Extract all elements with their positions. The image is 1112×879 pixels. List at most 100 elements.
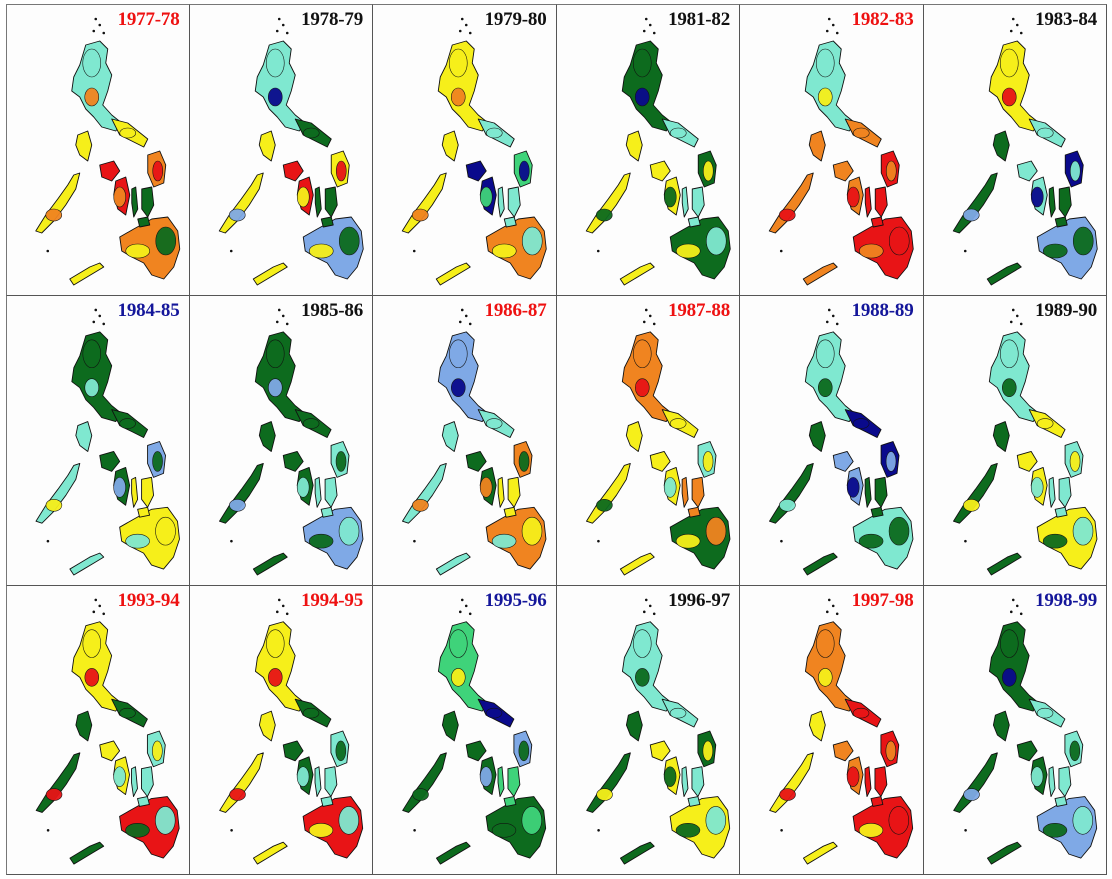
island-mindoro xyxy=(441,421,459,452)
islet-dot xyxy=(648,604,652,608)
anomaly-contour xyxy=(669,418,686,429)
island-palawan xyxy=(35,462,81,524)
anomaly-contour xyxy=(479,477,493,498)
map-grid: 1977-78 1978-79 1979-80 1981-82 1982-83 1983-… xyxy=(6,4,1107,875)
island-mindoro xyxy=(258,130,276,162)
island-cebu xyxy=(497,186,505,218)
philippines-map xyxy=(769,308,914,576)
island-leyte xyxy=(1058,186,1072,218)
anomaly-contour xyxy=(1069,451,1080,472)
anomaly-contour xyxy=(669,127,687,139)
anomaly-contour xyxy=(335,451,346,472)
anomaly-contour xyxy=(228,208,246,222)
island-bohol xyxy=(687,796,700,807)
year-label: 1986-87 xyxy=(484,300,547,321)
map-panel-1997-98: 1997-98 xyxy=(740,586,924,875)
islet-dot xyxy=(596,829,600,832)
anomaly-contour xyxy=(335,160,347,182)
anomaly-contour xyxy=(308,533,333,549)
islet-dot xyxy=(468,322,472,326)
island-panay xyxy=(832,160,854,182)
islet-dot xyxy=(464,23,468,27)
anomaly-contour xyxy=(885,740,897,762)
island-leyte xyxy=(323,766,337,797)
island-leyte xyxy=(691,476,705,508)
island-mindoro xyxy=(808,421,826,452)
anomaly-contour xyxy=(632,629,652,658)
islet-dot xyxy=(648,314,652,318)
islet-dot xyxy=(285,322,289,326)
anomaly-contour xyxy=(479,766,493,787)
map-panel-1987-88: 1987-88 xyxy=(556,296,740,586)
anomaly-contour xyxy=(858,823,884,838)
islet-dot xyxy=(835,322,839,326)
anomaly-contour xyxy=(521,516,543,546)
philippines-map xyxy=(585,308,730,576)
anomaly-contour xyxy=(265,629,285,658)
anomaly-contour xyxy=(846,186,860,208)
anomaly-contour xyxy=(125,823,150,838)
anomaly-contour xyxy=(450,87,466,107)
island-sulu xyxy=(619,841,655,865)
islet-dot xyxy=(460,17,464,21)
islet-dot xyxy=(1009,610,1013,614)
island-sulu xyxy=(69,262,105,286)
island-mindoro xyxy=(808,710,826,742)
islet-dot xyxy=(281,23,285,27)
islet-dot xyxy=(1015,604,1019,608)
island-mindoro xyxy=(992,421,1010,452)
islet-dot xyxy=(412,249,416,253)
island-panay xyxy=(649,451,671,472)
island-cebu xyxy=(864,186,872,218)
island-sulu xyxy=(252,552,288,576)
anomaly-contour xyxy=(338,806,359,835)
islet-dot xyxy=(779,249,783,253)
islet-dot xyxy=(92,610,96,614)
anomaly-contour xyxy=(308,823,333,838)
anomaly-contour xyxy=(265,48,285,78)
philippines-map xyxy=(952,598,1097,865)
year-label: 1987-88 xyxy=(668,300,730,321)
islet-dot xyxy=(458,320,462,324)
island-cebu xyxy=(497,766,505,797)
islet-dot xyxy=(464,314,468,318)
anomaly-contour xyxy=(1001,378,1017,397)
island-palawan xyxy=(952,462,998,524)
island-sulu xyxy=(986,841,1022,865)
island-palawan xyxy=(402,462,447,524)
islet-dot xyxy=(831,23,835,27)
islet-dot xyxy=(464,604,468,608)
island-palawan xyxy=(35,752,81,813)
island-bohol xyxy=(687,506,701,518)
anomaly-contour xyxy=(778,208,796,222)
year-label: 1997-98 xyxy=(851,590,914,611)
islet-dot xyxy=(652,612,655,616)
islet-dot xyxy=(1015,314,1019,318)
islet-dot xyxy=(644,17,648,21)
islet-dot xyxy=(780,829,783,832)
island-cebu xyxy=(314,766,321,797)
anomaly-contour xyxy=(491,533,517,549)
anomaly-contour xyxy=(82,629,102,658)
island-palawan xyxy=(218,752,264,813)
anomaly-contour xyxy=(485,127,503,139)
anomaly-contour xyxy=(595,208,613,222)
year-label: 1983-84 xyxy=(1035,9,1097,30)
anomaly-contour xyxy=(852,127,870,139)
island-panay xyxy=(465,451,487,472)
year-label: 1979-80 xyxy=(484,9,547,30)
island-bohol xyxy=(137,216,151,228)
island-leyte xyxy=(141,476,155,508)
anomaly-contour xyxy=(45,498,63,512)
anomaly-contour xyxy=(119,707,136,719)
islet-dot xyxy=(1009,320,1013,324)
island-mindoro xyxy=(75,421,93,452)
islet-dot xyxy=(831,314,835,318)
anomaly-contour xyxy=(521,806,543,835)
anomaly-contour xyxy=(999,48,1019,78)
map-panel-1983-84: 1983-84 xyxy=(923,4,1107,296)
islet-dot xyxy=(94,308,98,312)
islet-dot xyxy=(98,23,102,27)
anomaly-contour xyxy=(962,498,980,512)
islet-dot xyxy=(281,604,285,608)
